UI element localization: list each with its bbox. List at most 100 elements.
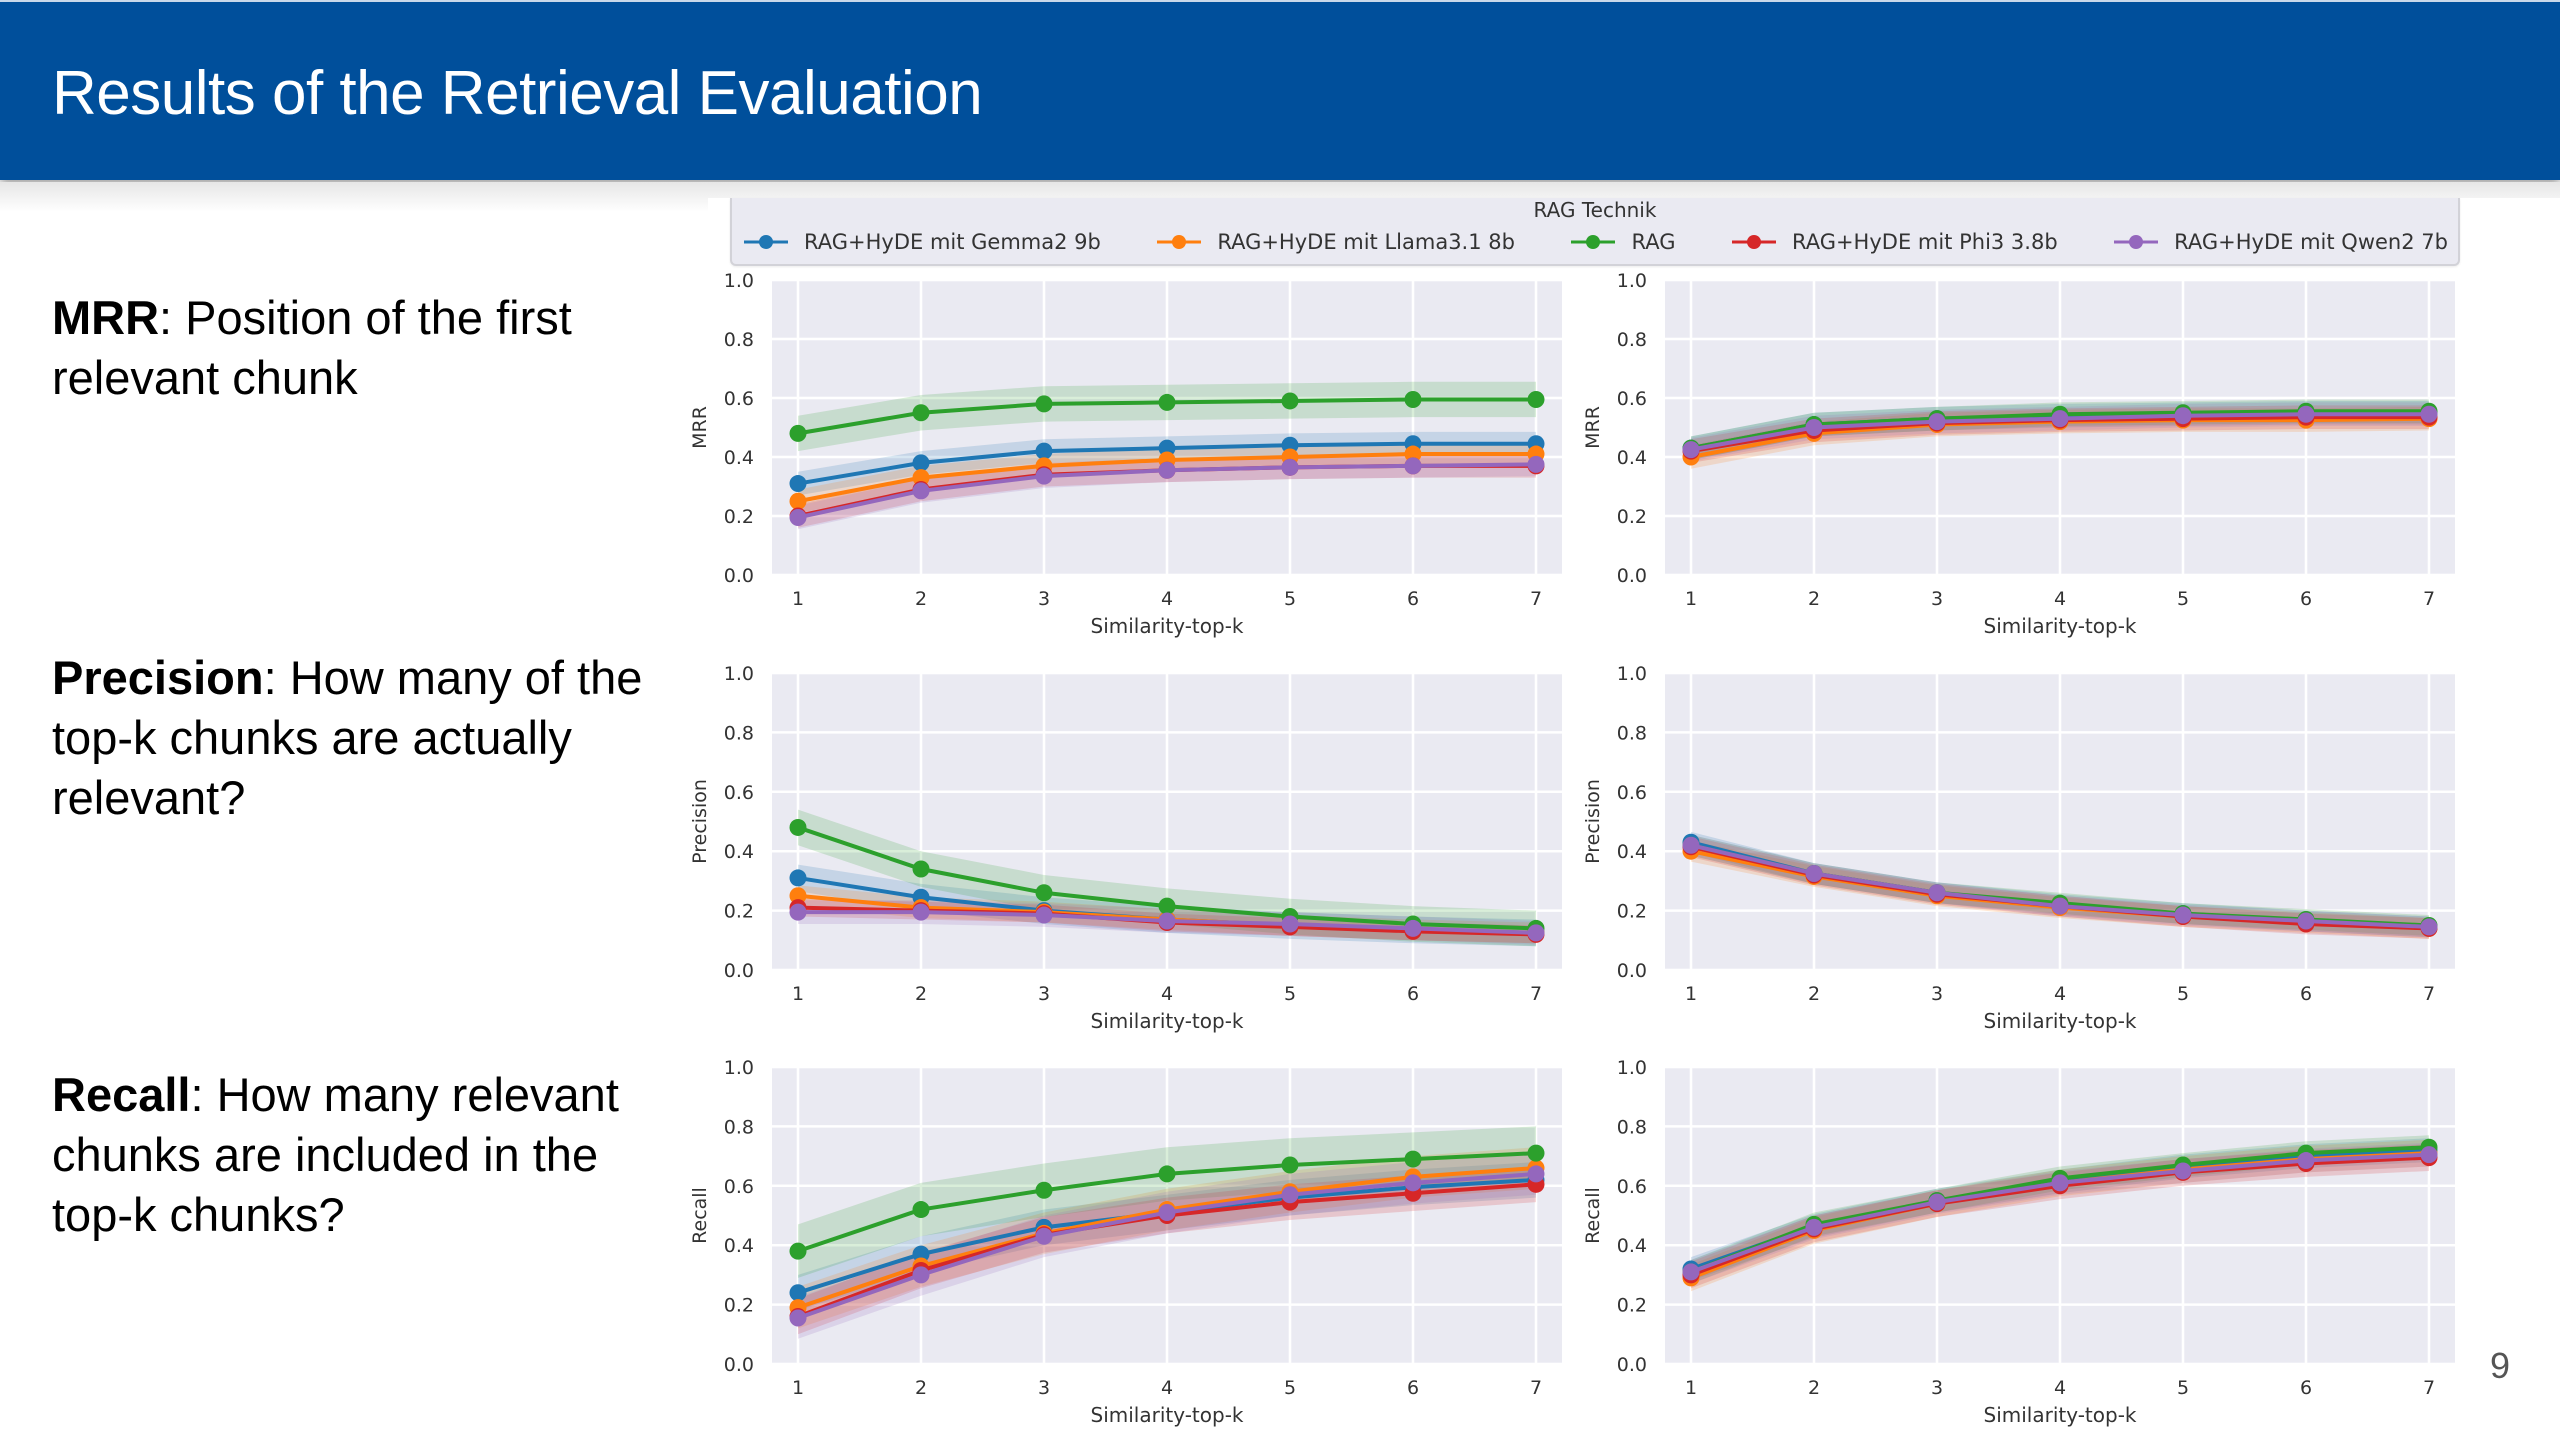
confidence-band [1691,836,2429,939]
x-axis-label: Similarity-top-k [1984,614,2137,638]
legend-label: RAG [1631,230,1676,254]
x-tick-label: 4 [1161,983,1173,1005]
data-point [2174,1162,2192,1180]
data-point [2174,906,2192,924]
y-tick-label: 1.0 [724,1057,754,1079]
confidence-band [798,1126,1536,1278]
data-point [789,492,807,510]
y-axis-label: MRR [689,406,711,449]
confidence-band [798,809,1536,947]
data-point [1281,915,1299,933]
data-point [2420,1146,2438,1164]
x-axis-label: Similarity-top-k [1091,1403,1244,1427]
precision-term: Precision [52,651,264,704]
x-tick-label: 3 [1038,983,1050,1005]
data-point [1527,1165,1545,1183]
chart-mrr-right: 0.0 0.2 0.4 0.6 0.8 1.0 1 2 3 4 5 6 7 Similarity-top-… [1582,270,2455,638]
x-tick-label: 4 [2054,983,2066,1005]
data-point [789,475,807,493]
x-tick-label: 2 [1808,588,1820,610]
data-point [912,454,930,472]
data-point [2297,1152,2315,1170]
confidence-band [1691,834,2429,938]
y-tick-label: 0.6 [724,1176,754,1198]
y-tick-label: 0.8 [1617,1116,1647,1138]
data-point [789,869,807,887]
data-point [912,469,930,487]
y-tick-label: 1.0 [1617,663,1647,685]
data-point [1281,1186,1299,1204]
legend-marker-icon [2114,235,2159,249]
data-point [1404,919,1422,937]
x-tick-label: 5 [2177,983,2189,1005]
y-tick-label: 1.0 [724,270,754,292]
data-point [1158,897,1176,915]
x-tick-label: 5 [2177,1377,2189,1399]
legend-marker-icon [1731,235,1776,249]
y-tick-label: 0.0 [1617,1354,1647,1376]
legend-label: RAG+HyDE mit Phi3 3.8b [1791,230,2058,254]
data-point [789,1242,807,1260]
legend-item: RAG [1569,230,1675,254]
x-tick-label: 4 [1161,588,1173,610]
y-axis-label: Precision [1582,779,1604,864]
confidence-band [1691,1144,2429,1289]
x-axis-label: Similarity-top-k [1984,1009,2137,1033]
x-tick-label: 2 [915,1377,927,1399]
confidence-band [798,1166,1536,1335]
data-point [1035,1227,1053,1245]
data-point [2420,405,2438,423]
x-tick-label: 5 [2177,588,2189,610]
chart-precision-left: 0.0 0.2 0.4 0.6 0.8 1.0 1 2 3 4 5 6 7 Similarity-top-… [689,663,1562,1033]
x-tick-label: 6 [1407,1377,1419,1399]
data-point [2174,407,2192,425]
y-tick-label: 1.0 [724,663,754,685]
x-tick-label: 7 [1530,983,1542,1005]
data-point [1035,906,1053,924]
y-tick-label: 0.4 [1617,1235,1647,1257]
data-point [912,482,930,500]
y-tick-label: 0.4 [1617,447,1647,469]
legend-label: RAG+HyDE mit Qwen2 7b [2174,230,2448,254]
data-point [1404,457,1422,475]
x-tick-label: 2 [915,983,927,1005]
x-tick-label: 7 [1530,588,1542,610]
x-tick-label: 3 [1931,1377,1943,1399]
x-tick-label: 1 [1685,1377,1697,1399]
x-tick-label: 3 [1038,1377,1050,1399]
y-tick-label: 0.2 [724,901,754,923]
chart-precision-right: 0.0 0.2 0.4 0.6 0.8 1.0 1 2 3 4 5 6 7 Similarity-top-… [1582,663,2455,1033]
data-point [912,860,930,878]
confidence-band [1691,834,2429,936]
data-point [1035,1181,1053,1199]
x-tick-label: 6 [1407,588,1419,610]
y-tick-label: 0.4 [724,447,754,469]
data-point [1404,1174,1422,1192]
x-tick-label: 1 [1685,588,1697,610]
data-point [789,818,807,836]
y-tick-label: 0.2 [1617,1295,1647,1317]
y-tick-label: 0.6 [1617,388,1647,410]
legend-label: RAG+HyDE mit Gemma2 9b [804,230,1101,254]
y-tick-label: 0.8 [724,329,754,351]
y-tick-label: 0.4 [724,841,754,863]
data-point [1281,458,1299,476]
data-point [1527,455,1545,473]
x-tick-label: 6 [2300,1377,2312,1399]
data-point [1035,442,1053,460]
recall-description: Recall: How many relevant chunks are inc… [52,1065,692,1245]
data-point [789,887,807,905]
x-tick-label: 3 [1931,983,1943,1005]
mrr-text: : Position of the first relevant chunk [52,291,572,404]
data-point [1158,912,1176,930]
y-tick-label: 0.0 [724,565,754,587]
data-point [1035,395,1053,413]
data-point [1035,884,1053,902]
data-point [2051,410,2069,428]
y-tick-label: 0.8 [1617,329,1647,351]
y-tick-label: 0.0 [724,1354,754,1376]
confidence-band [798,442,1536,514]
recall-text: : How many relevant chunks are included … [52,1068,619,1241]
data-point [912,1245,930,1263]
